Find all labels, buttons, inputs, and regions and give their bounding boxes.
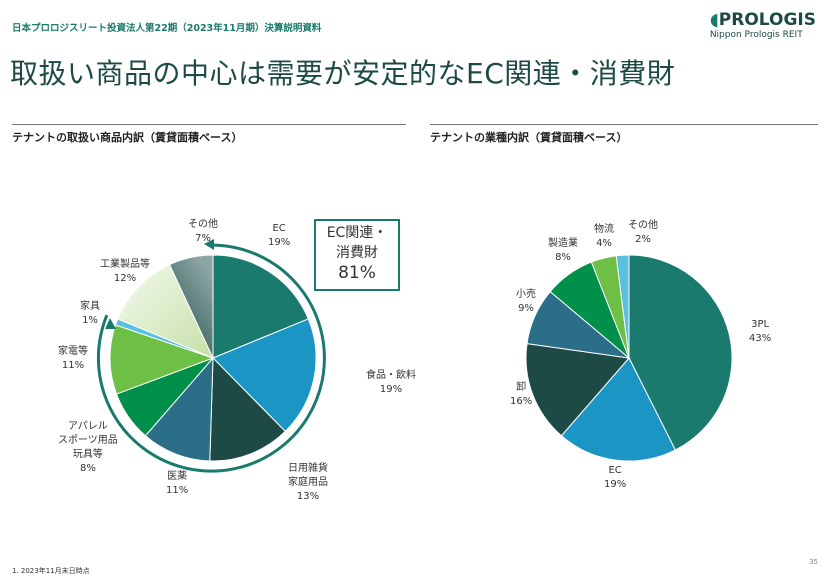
slice-category: 家具 (80, 301, 100, 312)
callout-value: 81% (338, 263, 376, 283)
pie-slice (560, 357, 677, 462)
slice-percent: 13% (296, 491, 320, 502)
pie-slice (209, 356, 286, 462)
slice-percent: 19% (268, 237, 291, 248)
pie-slice (628, 254, 733, 451)
slice-label: その他 7% (188, 218, 218, 246)
slice-category: EC (608, 465, 622, 476)
logo-mark-icon: ◖ (709, 10, 719, 30)
ec-consumer-callout: EC関連・ 消費財 81% (314, 219, 400, 291)
slice-percent: 11% (166, 485, 189, 496)
slice-category: 卸 (516, 382, 527, 393)
left-chart-title: テナントの取扱い商品内訳（賃貸面積ベース） (12, 131, 243, 144)
callout-line1: EC関連・ (326, 225, 388, 241)
slice-category: 工業製品等 (100, 259, 150, 270)
pie-slice (117, 263, 214, 359)
slice-label: 家電等 11% (58, 345, 88, 373)
slice-label: その他 2% (628, 219, 658, 247)
right-chart-title: テナントの業種内訳（賃貸面積ベース） (430, 131, 628, 144)
slice-percent: 19% (604, 479, 627, 490)
slice-category: 3PL (751, 319, 770, 330)
slice-label: アパレル スポーツ用品 玩具等 8% (58, 420, 118, 476)
pie-slice (212, 254, 309, 359)
footnote: 1. 2023年11月末日時点 (12, 567, 90, 575)
slice-label: 日用雑貨 家庭用品 13% (288, 462, 328, 504)
slice-percent: 9% (518, 303, 534, 314)
arc-arrowhead-top (204, 239, 214, 250)
slice-label: EC 19% (604, 464, 626, 492)
page-number: 35 (809, 558, 818, 566)
slice-label: 卸 16% (510, 381, 532, 409)
slice-category: 小売 (516, 289, 536, 300)
ec-consumer-arc (96, 243, 326, 473)
slice-category: その他 (628, 220, 658, 231)
slice-category: アパレル スポーツ用品 玩具等 (58, 421, 118, 460)
pie-slice (144, 356, 214, 462)
callout-line2: 消費財 (336, 245, 378, 261)
slice-label: 医薬 11% (166, 470, 188, 498)
slice-category: その他 (188, 219, 218, 230)
slice-label: EC 19% (268, 222, 290, 250)
slice-percent: 11% (61, 360, 85, 371)
pie-slice (109, 324, 215, 395)
pie-slice (168, 254, 214, 359)
slice-category: 家電等 (58, 346, 88, 357)
slice-percent: 2% (635, 234, 651, 245)
slice-percent: 8% (79, 463, 96, 474)
pie-slice (212, 318, 317, 433)
pie-slice (615, 254, 630, 359)
slice-percent: 12% (113, 273, 137, 284)
slice-category: 医薬 (167, 471, 188, 482)
pie-slice (525, 343, 630, 437)
slice-category: 日用雑貨 家庭用品 (288, 463, 328, 488)
slice-percent: 43% (749, 333, 772, 344)
slice-label: 製造業 8% (548, 237, 578, 265)
slice-percent: 1% (82, 315, 98, 326)
slice-label: 家具 1% (80, 300, 100, 328)
slice-label: 物流 4% (594, 223, 614, 251)
prologis-logo: ◖PROLOGIS Nippon Prologis REIT (710, 10, 816, 40)
right-pie (525, 254, 733, 462)
logo-sub: Nippon Prologis REIT (709, 30, 803, 40)
slice-category: 物流 (594, 224, 614, 235)
logo-brand: PROLOGIS (718, 10, 816, 30)
divider (430, 124, 818, 125)
slice-percent: 4% (596, 238, 612, 249)
slice-label: 3PL 43% (749, 318, 771, 346)
slice-percent: 19% (379, 384, 403, 395)
page-title: 取扱い商品の中心は需要が安定的なEC関連・消費財 (10, 57, 676, 90)
slice-category: 製造業 (548, 238, 578, 249)
slice-category: EC (272, 223, 286, 234)
divider (12, 124, 406, 125)
slice-percent: 8% (555, 252, 571, 263)
slice-percent: 16% (510, 396, 533, 407)
deck-subtitle: 日本プロロジスリート投資法人第22期（2023年11月期）決算説明資料 (12, 23, 322, 34)
arc-arrowhead-left (105, 318, 116, 329)
slice-percent: 7% (195, 233, 211, 244)
left-pie (109, 254, 317, 462)
slice-category: 食品・飲料 (366, 370, 416, 381)
slice-label: 食品・飲料 19% (366, 369, 416, 397)
slice-label: 小売 9% (516, 288, 536, 316)
slice-label: 工業製品等 12% (100, 258, 150, 286)
